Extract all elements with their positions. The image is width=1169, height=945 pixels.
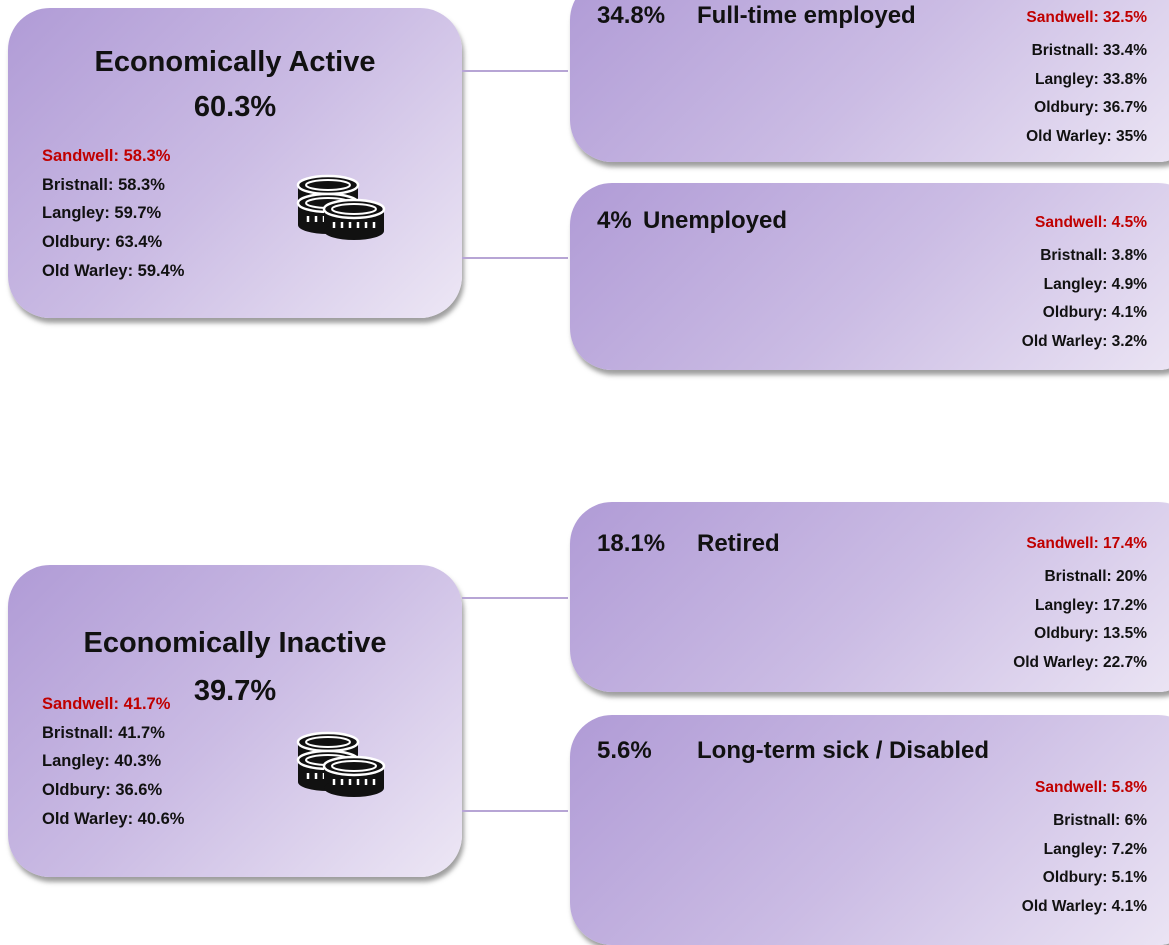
area-comparison: Sandwell: 58.3% [42,147,171,165]
category-card [8,565,462,877]
area-comparison: Sandwell: 32.5% [1026,9,1147,26]
area-comparison: Langley: 59.7% [42,204,162,223]
category-card [8,8,462,318]
area-comparison: Langley: 40.3% [42,752,162,771]
connector [462,597,568,599]
breakdown-card [570,502,1169,692]
area-comparison: Old Warley: 40.6% [42,809,185,828]
coins-icon [296,731,386,797]
area-comparison: Oldbury: 36.6% [42,781,163,800]
area-comparison: Old Warley: 35% [1026,128,1147,146]
breakdown-card [570,715,1169,945]
breakdown-card [570,183,1169,370]
area-comparison: Oldbury: 36.7% [1034,99,1147,117]
connector [462,810,568,812]
breakdown-card [570,0,1169,162]
category-value: 60.3% [193,91,277,123]
area-comparison: Oldbury: 63.4% [42,233,163,252]
breakdown-label: Full-time employed [697,2,916,29]
breakdown-value: 4% [597,207,632,234]
area-comparison: Langley: 17.2% [1035,596,1147,614]
area-comparison: Sandwell: 41.7% [42,695,171,713]
breakdown-value: 34.8% [597,2,666,29]
area-comparison: Old Warley: 59.4% [42,261,185,280]
category-value: 39.7% [193,675,277,707]
breakdown-value: 18.1% [597,530,666,557]
breakdown-label: Long-term sick / Disabled [697,737,990,764]
connector [462,70,568,72]
coins-icon [296,174,386,240]
area-comparison: Old Warley: 22.7% [1013,654,1147,672]
category-title: Economically Inactive [83,627,387,659]
area-comparison: Langley: 4.9% [1043,275,1147,293]
area-comparison: Bristnall: 3.8% [1040,247,1147,264]
area-comparison: Bristnall: 41.7% [42,723,165,742]
area-comparison: Oldbury: 13.5% [1034,625,1147,643]
area-comparison: Bristnall: 33.4% [1031,42,1147,59]
breakdown-label: Retired [697,530,780,557]
area-comparison: Langley: 7.2% [1043,840,1147,858]
area-comparison: Sandwell: 4.5% [1035,214,1147,231]
area-comparison: Bristnall: 20% [1044,568,1147,585]
area-comparison: Bristnall: 58.3% [42,175,165,194]
area-comparison: Sandwell: 17.4% [1026,535,1147,552]
area-comparison: Langley: 33.8% [1035,70,1147,88]
area-comparison: Old Warley: 3.2% [1021,333,1147,351]
area-comparison: Old Warley: 4.1% [1021,898,1147,916]
category-title: Economically Active [94,46,376,78]
area-comparison: Sandwell: 5.8% [1035,779,1147,796]
connector [462,256,568,259]
area-comparison: Oldbury: 5.1% [1042,869,1147,887]
breakdown-label: Unemployed [643,207,788,234]
breakdown-value: 5.6% [597,737,652,764]
area-comparison: Bristnall: 6% [1053,812,1147,829]
area-comparison: Oldbury: 4.1% [1042,304,1147,322]
